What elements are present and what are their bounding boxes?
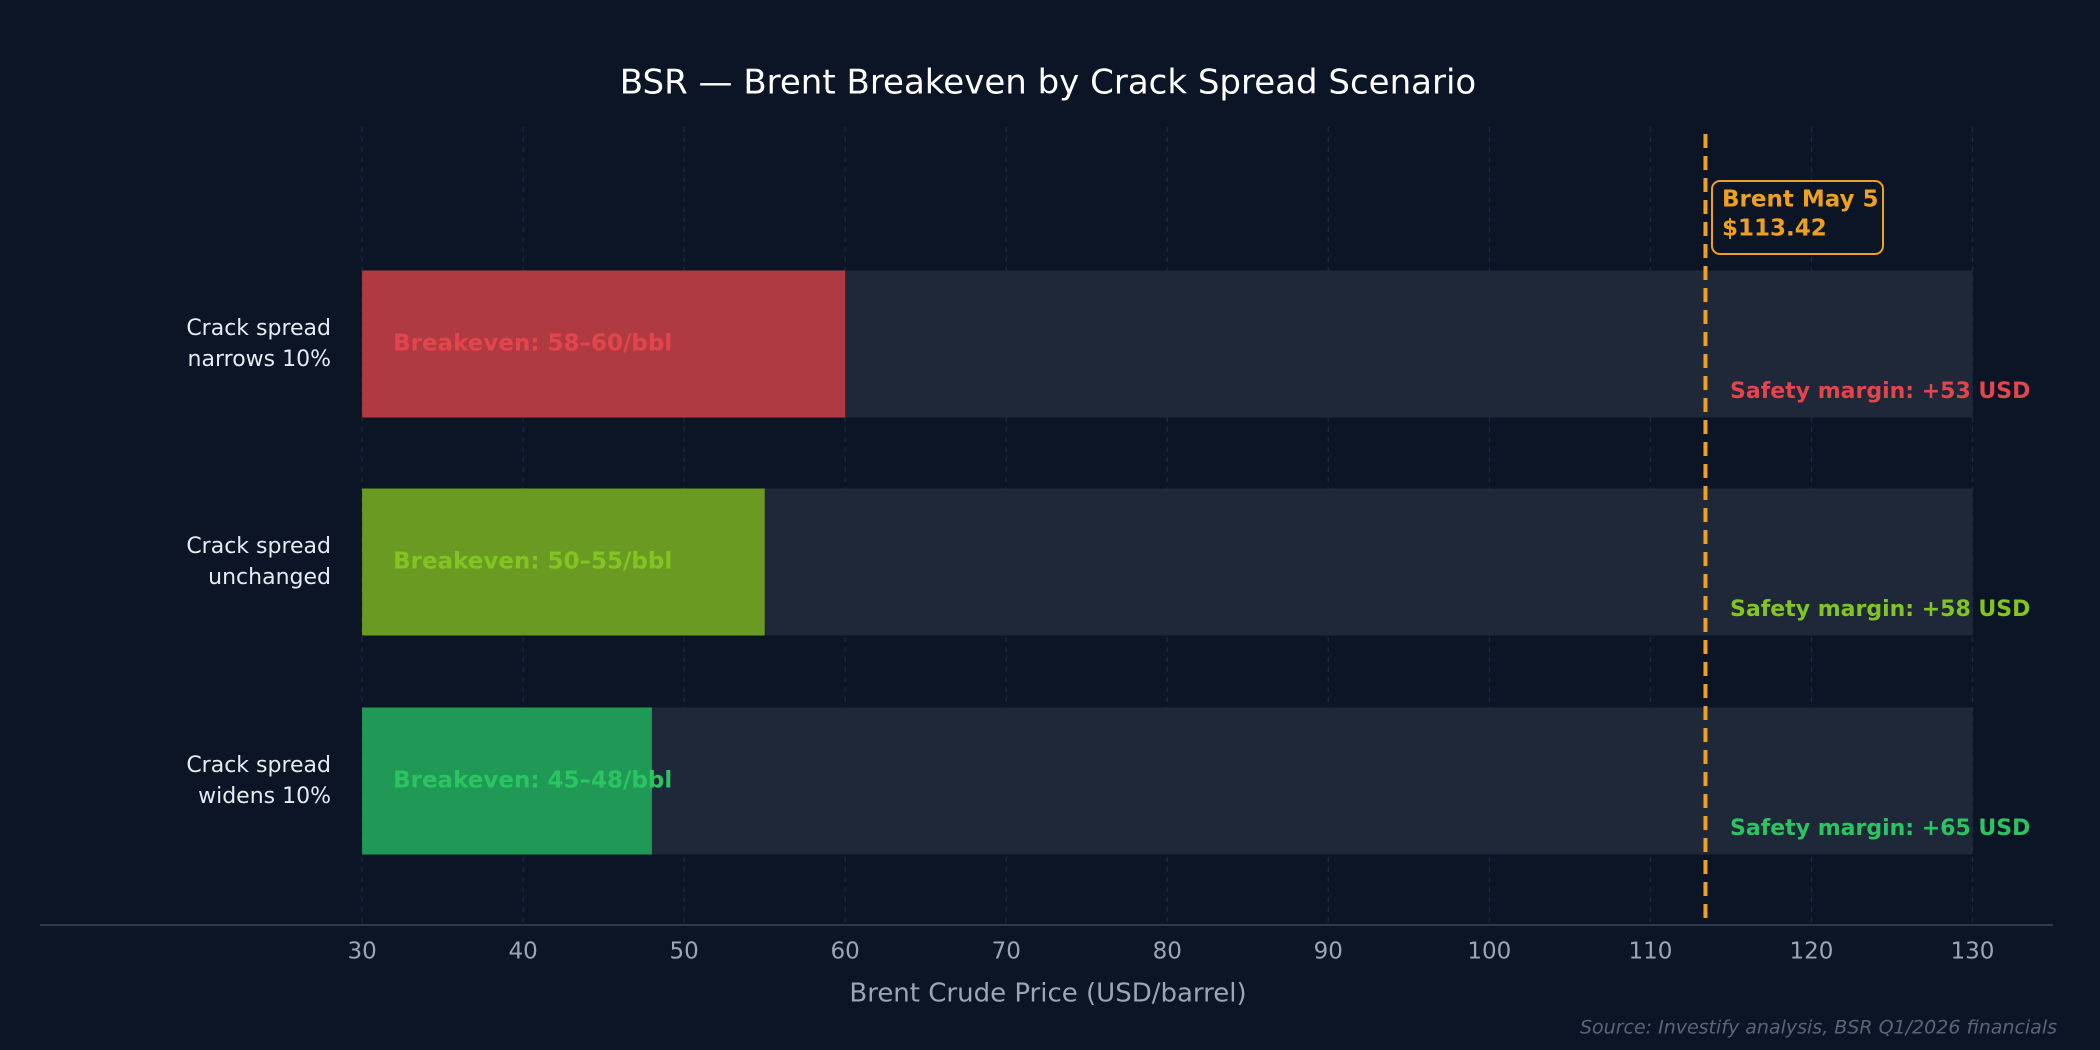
source-note: Source: Investify analysis, BSR Q1/2026 … <box>1580 1017 2057 1039</box>
bar <box>362 488 765 636</box>
value-label: Breakeven: 45–48/bbl <box>393 768 672 794</box>
category-label: Crack spread narrows 10% <box>186 316 331 372</box>
x-tick-label: 30 <box>347 939 376 965</box>
chart-title: BSR — Brent Breakeven by Crack Spread Sc… <box>620 63 1476 103</box>
margin-label: Safety margin: +53 USD <box>1730 379 2030 404</box>
value-label: Breakeven: 50–55/bbl <box>393 549 672 575</box>
x-tick-label: 110 <box>1628 939 1672 965</box>
margin-label: Safety margin: +65 USD <box>1730 816 2030 841</box>
category-label: Crack spread unchanged <box>186 534 331 590</box>
reference-box <box>1711 180 1884 255</box>
x-tick-label: 120 <box>1789 939 1833 965</box>
margin-label: Safety margin: +58 USD <box>1730 597 2030 622</box>
x-tick-label: 100 <box>1467 939 1511 965</box>
category-label: Crack spread widens 10% <box>186 753 331 809</box>
x-tick-label: 60 <box>831 939 860 965</box>
x-axis-label: Brent Crude Price (USD/barrel) <box>849 979 1246 1009</box>
reference-label: $113.42 <box>1722 216 1827 242</box>
x-tick-label: 130 <box>1951 939 1995 965</box>
x-tick-label: 70 <box>992 939 1021 965</box>
bar <box>362 270 846 418</box>
bar <box>362 707 652 855</box>
reference-label: Brent May 5 <box>1722 187 1879 213</box>
x-tick-label: 90 <box>1314 939 1343 965</box>
value-label: Breakeven: 58–60/bbl <box>393 331 672 357</box>
x-tick-label: 80 <box>1153 939 1182 965</box>
x-tick-label: 40 <box>508 939 537 965</box>
x-tick-label: 50 <box>670 939 699 965</box>
